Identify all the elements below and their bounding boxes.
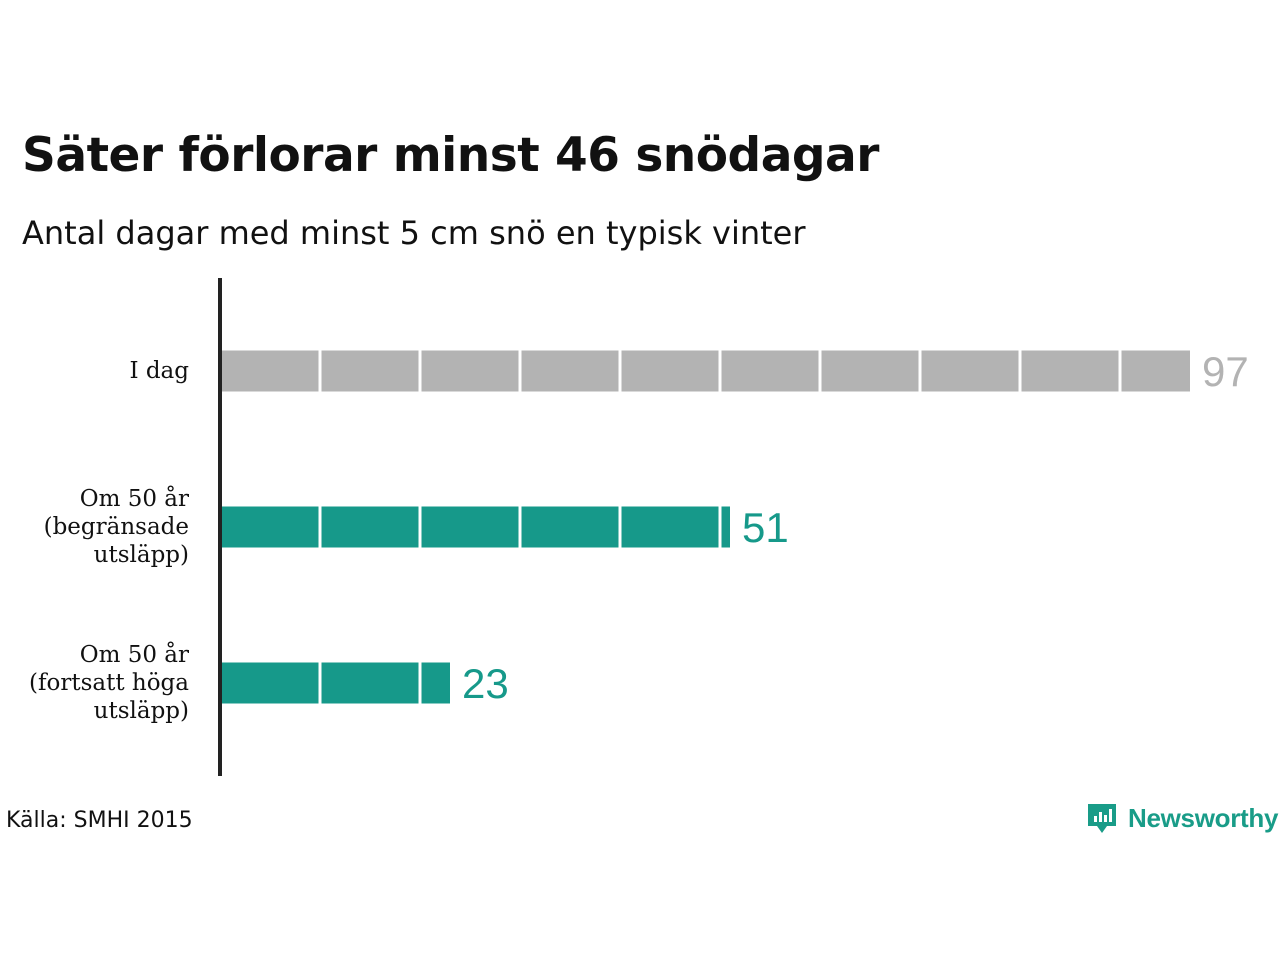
category-label: Om 50 år (begränsade utsläpp)	[0, 485, 189, 569]
category-label-line: Om 50 år	[79, 642, 189, 668]
bar-segment-divider	[318, 350, 322, 392]
source-note: Källa: SMHI 2015	[6, 808, 193, 833]
bar-value-label: 23	[462, 660, 509, 707]
bar-segment-divider	[718, 506, 722, 548]
bar-segment-divider	[418, 662, 422, 704]
bar-segment-divider	[718, 350, 722, 392]
bar-segment-divider	[318, 662, 322, 704]
category-label-line: utsläpp)	[93, 698, 189, 724]
bar-segment-divider	[618, 350, 622, 392]
bar-segment-divider	[618, 506, 622, 548]
category-label: I dag	[0, 357, 189, 385]
bar-segment-divider	[318, 506, 322, 548]
brand-name: Newsworthy	[1128, 802, 1279, 833]
bar-rect	[222, 506, 730, 548]
bar-segment-divider	[418, 350, 422, 392]
newsworthy-logo-icon	[1088, 804, 1116, 833]
brand-logo: Newsworthy	[1086, 800, 1278, 836]
bar-segment-divider	[518, 350, 522, 392]
bar-segment-divider	[418, 506, 422, 548]
bar-1: 97	[222, 348, 1249, 395]
bar-value-label: 51	[742, 504, 789, 551]
bar-segment-divider	[818, 350, 822, 392]
chart-subtitle: Antal dagar med minst 5 cm snö en typisk…	[22, 214, 806, 252]
bar-3: 23	[222, 660, 509, 707]
bar-segment-divider	[1018, 350, 1022, 392]
category-label-line: I dag	[129, 358, 189, 384]
chart-title: Säter förlorar minst 46 snödagar	[22, 128, 879, 183]
bar-rect	[222, 350, 1190, 392]
category-label-line: utsläpp)	[93, 542, 189, 568]
bar-segment-divider	[918, 350, 922, 392]
category-label-line: Om 50 år	[79, 486, 189, 512]
bar-2: 51	[222, 504, 789, 551]
category-label-line: (fortsatt höga	[29, 670, 189, 696]
category-label-line: (begränsade	[43, 514, 189, 540]
bar-segment-divider	[518, 506, 522, 548]
bar-segment-divider	[1118, 350, 1122, 392]
category-label: Om 50 år (fortsatt höga utsläpp)	[0, 641, 189, 725]
bar-value-label: 97	[1202, 348, 1249, 395]
bar-rect	[222, 662, 450, 704]
